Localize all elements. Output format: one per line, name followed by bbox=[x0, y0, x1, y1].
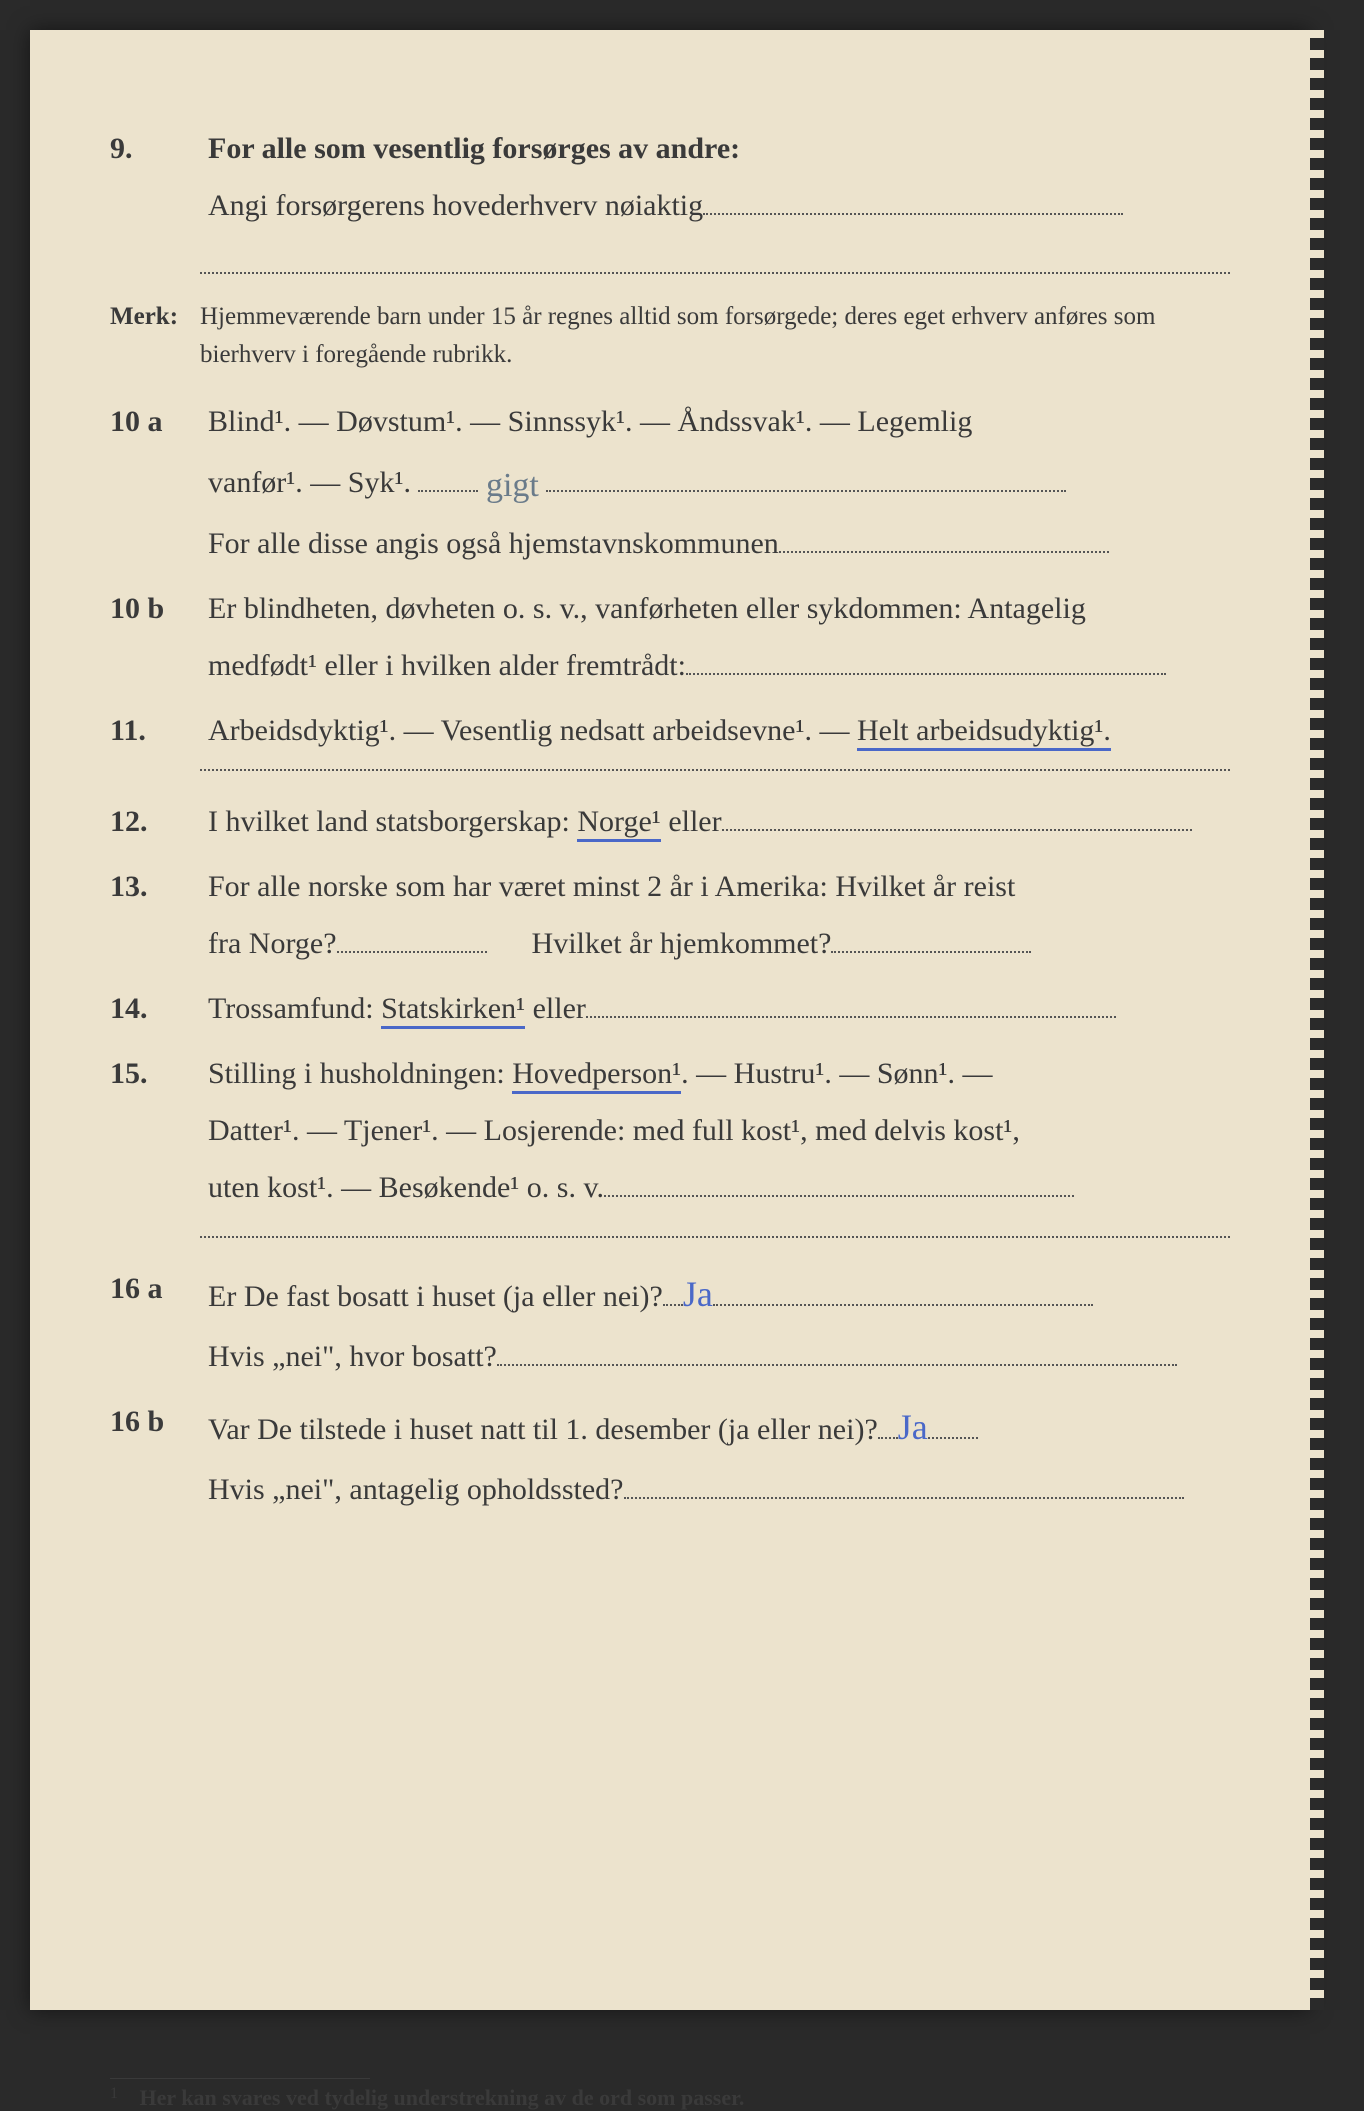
q12-number: 12. bbox=[110, 793, 208, 850]
fill-line[interactable] bbox=[713, 1278, 1093, 1306]
fill-line[interactable] bbox=[586, 990, 1116, 1018]
q16b-sub: Hvis „nei", antagelig opholdssted? bbox=[208, 1473, 624, 1506]
fill-line[interactable] bbox=[546, 465, 1066, 493]
q13-number: 13. bbox=[110, 858, 208, 915]
q14-number: 14. bbox=[110, 980, 208, 1037]
footnote-rule bbox=[110, 2078, 370, 2079]
q13-line2b: Hvilket år hjemkommet? bbox=[532, 927, 832, 960]
q12-body: I hvilket land statsborgerskap: Norge¹ e… bbox=[208, 793, 1230, 850]
q9-body: For alle som vesentlig forsørges av andr… bbox=[208, 120, 1230, 234]
fill-line[interactable] bbox=[663, 1278, 683, 1306]
fill-line[interactable] bbox=[928, 1411, 978, 1439]
question-12: 12. I hvilket land statsborgerskap: Norg… bbox=[110, 793, 1230, 850]
perforation-edge bbox=[1310, 30, 1324, 2010]
fill-line[interactable] bbox=[722, 803, 1192, 831]
q11-body: Arbeidsdyktig¹. — Vesentlig nedsatt arbe… bbox=[208, 702, 1230, 759]
question-10a: 10 a Blind¹. — Døvstum¹. — Sinnssyk¹. — … bbox=[110, 393, 1230, 572]
q16a-question: Er De fast bosatt i huset (ja eller nei)… bbox=[208, 1280, 663, 1313]
footnote: 1 Her kan svares ved tydelig understrekn… bbox=[110, 2085, 1230, 2111]
q9-line1: For alle som vesentlig forsørges av andr… bbox=[208, 132, 740, 165]
footnote-number: 1 bbox=[110, 2085, 118, 2102]
q10a-body: Blind¹. — Døvstum¹. — Sinnssyk¹. — Åndss… bbox=[208, 393, 1230, 572]
q11-number: 11. bbox=[110, 702, 208, 759]
fill-line[interactable] bbox=[337, 925, 487, 953]
fill-line[interactable] bbox=[831, 925, 1031, 953]
q16a-body: Er De fast bosatt i huset (ja eller nei)… bbox=[208, 1260, 1230, 1385]
q10a-handwritten: gigt bbox=[486, 467, 539, 504]
q16b-number: 16 b bbox=[110, 1393, 208, 1450]
q10b-body: Er blindheten, døvheten o. s. v., vanfør… bbox=[208, 580, 1230, 694]
merk-text: Hjemmeværende barn under 15 år regnes al… bbox=[200, 298, 1230, 373]
fill-line[interactable] bbox=[779, 525, 1109, 553]
q15-number: 15. bbox=[110, 1045, 208, 1102]
q16a-answer: Ja bbox=[683, 1274, 713, 1314]
question-10b: 10 b Er blindheten, døvheten o. s. v., v… bbox=[110, 580, 1230, 694]
q16b-question: Var De tilstede i huset natt til 1. dese… bbox=[208, 1413, 878, 1446]
q10b-text-b: medfødt¹ eller i hvilken alder fremtrådt… bbox=[208, 649, 686, 682]
merk-note: Merk: Hjemmeværende barn under 15 år reg… bbox=[110, 298, 1230, 373]
separator-line bbox=[200, 1234, 1230, 1238]
fill-line[interactable] bbox=[418, 465, 478, 493]
q14-post: eller bbox=[525, 992, 586, 1025]
question-14: 14. Trossamfund: Statskirken¹ eller bbox=[110, 980, 1230, 1037]
q13-line2a: fra Norge? bbox=[208, 927, 337, 960]
q10a-opts-line2: vanfør¹. — Syk¹. bbox=[208, 466, 411, 499]
q12-pre: I hvilket land statsborgerskap: bbox=[208, 805, 577, 838]
q10a-line3: For alle disse angis også hjemstavnskomm… bbox=[208, 527, 779, 560]
question-15: 15. Stilling i husholdningen: Hovedperso… bbox=[110, 1045, 1230, 1216]
q16b-body: Var De tilstede i huset natt til 1. dese… bbox=[208, 1393, 1230, 1518]
question-11: 11. Arbeidsdyktig¹. — Vesentlig nedsatt … bbox=[110, 702, 1230, 759]
question-16a: 16 a Er De fast bosatt i huset (ja eller… bbox=[110, 1260, 1230, 1385]
footnote-text: Her kan svares ved tydelig understreknin… bbox=[140, 2085, 745, 2110]
q15-rest1: . — Hustru¹. — Sønn¹. — bbox=[681, 1057, 992, 1090]
census-form-page: 9. For alle som vesentlig forsørges av a… bbox=[30, 30, 1310, 2010]
q15-rest3: uten kost¹. — Besøkende¹ o. s. v. bbox=[208, 1171, 604, 1204]
q10a-opts-line1: Blind¹. — Døvstum¹. — Sinnssyk¹. — Åndss… bbox=[208, 405, 972, 438]
q16a-number: 16 a bbox=[110, 1260, 208, 1317]
question-16b: 16 b Var De tilstede i huset natt til 1.… bbox=[110, 1393, 1230, 1518]
q15-rest2: Datter¹. — Tjener¹. — Losjerende: med fu… bbox=[208, 1114, 1020, 1147]
q9-line2: Angi forsørgerens hovederhverv nøiaktig bbox=[208, 189, 703, 222]
fill-line-block[interactable] bbox=[200, 242, 1230, 274]
question-9: 9. For alle som vesentlig forsørges av a… bbox=[110, 120, 1230, 234]
q11-pre: Arbeidsdyktig¹. — Vesentlig nedsatt arbe… bbox=[208, 714, 857, 747]
fill-line[interactable] bbox=[624, 1472, 1184, 1500]
q14-selected: Statskirken¹ bbox=[381, 992, 525, 1029]
q14-body: Trossamfund: Statskirken¹ eller bbox=[208, 980, 1230, 1037]
fill-line[interactable] bbox=[497, 1338, 1177, 1366]
q15-body: Stilling i husholdningen: Hovedperson¹. … bbox=[208, 1045, 1230, 1216]
q13-body: For alle norske som har været minst 2 år… bbox=[208, 858, 1230, 972]
q12-selected: Norge¹ bbox=[577, 805, 660, 842]
fill-line[interactable] bbox=[703, 188, 1123, 216]
q14-pre: Trossamfund: bbox=[208, 992, 381, 1025]
fill-line[interactable] bbox=[604, 1169, 1074, 1197]
q9-number: 9. bbox=[110, 120, 208, 177]
q11-selected: Helt arbeidsudyktig¹. bbox=[857, 714, 1111, 751]
q12-post: eller bbox=[661, 805, 722, 838]
merk-label: Merk: bbox=[110, 298, 200, 336]
q15-pre: Stilling i husholdningen: bbox=[208, 1057, 512, 1090]
fill-line[interactable] bbox=[878, 1411, 898, 1439]
q15-selected: Hovedperson¹ bbox=[512, 1057, 681, 1094]
q10a-number: 10 a bbox=[110, 393, 208, 450]
question-13: 13. For alle norske som har været minst … bbox=[110, 858, 1230, 972]
q16a-sub: Hvis „nei", hvor bosatt? bbox=[208, 1340, 497, 1373]
q10b-text-a: Er blindheten, døvheten o. s. v., vanfør… bbox=[208, 592, 1086, 625]
q10b-number: 10 b bbox=[110, 580, 208, 637]
fill-line[interactable] bbox=[686, 647, 1166, 675]
q16b-answer: Ja bbox=[898, 1407, 928, 1447]
q13-line1: For alle norske som har været minst 2 år… bbox=[208, 870, 1015, 903]
separator-line bbox=[200, 767, 1230, 771]
